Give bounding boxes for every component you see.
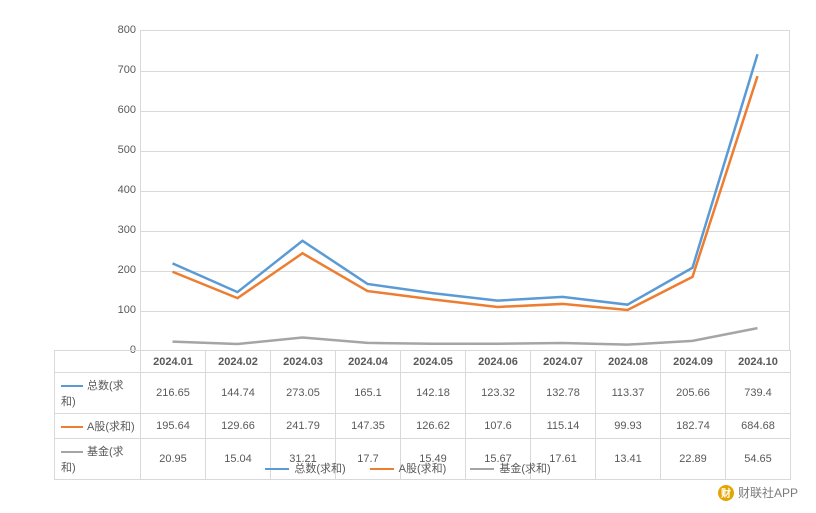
data-cell: 241.79 (271, 414, 336, 439)
legend-label: 基金(求和) (499, 463, 550, 475)
data-cell: 115.14 (531, 414, 596, 439)
column-header: 2024.05 (401, 351, 466, 373)
series-marker (61, 426, 83, 429)
y-axis-label: 200 (96, 264, 136, 276)
watermark: 财 财联社APP (718, 484, 798, 501)
data-cell: 113.37 (596, 373, 661, 414)
watermark-icon: 财 (718, 485, 734, 501)
column-header: 2024.06 (466, 351, 531, 373)
legend-marker (470, 468, 494, 471)
series-line (173, 54, 758, 304)
legend-label: 总数(求和) (294, 463, 345, 475)
legend: 总数(求和) A股(求和) 基金(求和) (0, 460, 816, 476)
series-name: A股(求和) (87, 421, 135, 433)
legend-label: A股(求和) (399, 463, 447, 475)
column-header: 2024.02 (206, 351, 271, 373)
legend-item: 基金(求和) (470, 460, 550, 476)
column-header: 2024.09 (661, 351, 726, 373)
column-header: 2024.07 (531, 351, 596, 373)
data-cell: 142.18 (401, 373, 466, 414)
series-line (173, 328, 758, 345)
y-axis-label: 400 (96, 184, 136, 196)
data-cell: 216.65 (141, 373, 206, 414)
data-cell: 107.6 (466, 414, 531, 439)
data-cell: 129.66 (206, 414, 271, 439)
watermark-label: 财联社APP (738, 484, 798, 501)
data-cell: 144.74 (206, 373, 271, 414)
data-cell: 739.4 (726, 373, 791, 414)
series-marker (61, 451, 83, 454)
column-header: 2024.03 (271, 351, 336, 373)
legend-item: A股(求和) (370, 460, 447, 476)
data-cell: 99.93 (596, 414, 661, 439)
y-axis-label: 500 (96, 144, 136, 156)
data-cell: 123.32 (466, 373, 531, 414)
legend-marker (370, 468, 394, 471)
table-row: 总数(求和)216.65144.74273.05165.1142.18123.3… (55, 373, 791, 414)
data-cell: 147.35 (336, 414, 401, 439)
legend-item: 总数(求和) (265, 460, 345, 476)
y-axis-label: 600 (96, 104, 136, 116)
data-cell: 165.1 (336, 373, 401, 414)
data-cell: 205.66 (661, 373, 726, 414)
series-marker (61, 385, 83, 388)
column-header: 2024.01 (141, 351, 206, 373)
column-header: 2024.08 (596, 351, 661, 373)
data-cell: 132.78 (531, 373, 596, 414)
legend-marker (265, 468, 289, 471)
y-axis-label: 100 (96, 304, 136, 316)
data-cell: 126.62 (401, 414, 466, 439)
column-header: 2024.04 (336, 351, 401, 373)
y-axis-label: 300 (96, 224, 136, 236)
chart-container: 0100200300400500600700800 2024.012024.02… (0, 0, 816, 513)
y-axis-label: 700 (96, 64, 136, 76)
table-row: A股(求和) 195.64129.66241.79147.35126.62107.… (55, 414, 791, 439)
data-cell: 273.05 (271, 373, 336, 414)
column-header: 2024.10 (726, 351, 791, 373)
data-cell: 195.64 (141, 414, 206, 439)
data-cell: 684.68 (726, 414, 791, 439)
chart-lines (140, 30, 790, 350)
y-axis-label: 800 (96, 24, 136, 36)
data-cell: 182.74 (661, 414, 726, 439)
table-corner (55, 351, 141, 373)
